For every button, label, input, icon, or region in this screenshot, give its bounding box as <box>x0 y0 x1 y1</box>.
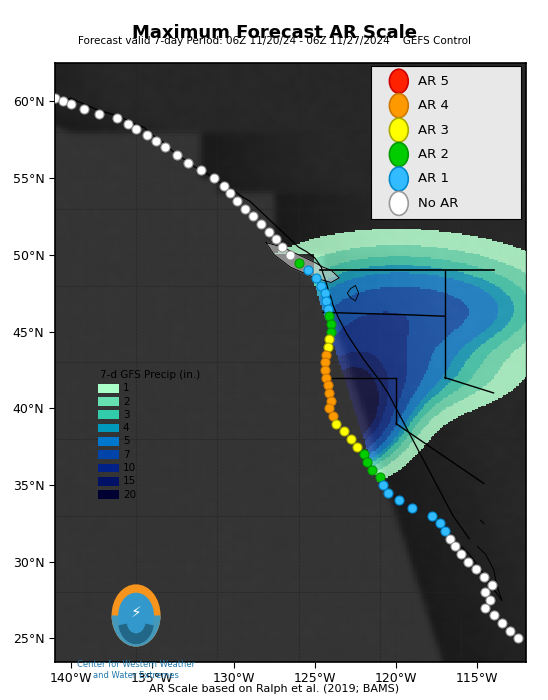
Text: 2: 2 <box>123 397 129 407</box>
Text: 10: 10 <box>123 463 136 473</box>
Text: 20: 20 <box>123 490 136 500</box>
Text: 5: 5 <box>123 437 129 447</box>
Bar <box>98 490 119 499</box>
Circle shape <box>112 584 161 647</box>
Polygon shape <box>266 243 339 283</box>
Bar <box>98 384 119 393</box>
Text: AR 4: AR 4 <box>418 99 449 112</box>
Circle shape <box>118 593 154 638</box>
Bar <box>98 477 119 486</box>
Text: AR 3: AR 3 <box>418 124 449 136</box>
Text: Center for Western Weather
and Water Extremes: Center for Western Weather and Water Ext… <box>77 660 195 680</box>
Text: 4: 4 <box>123 424 129 433</box>
Text: ⚡: ⚡ <box>130 605 141 620</box>
Text: 7-d GFS Precip (in.): 7-d GFS Precip (in.) <box>100 370 201 380</box>
Text: AR Scale based on Ralph et al. (2019; BAMS): AR Scale based on Ralph et al. (2019; BA… <box>149 685 399 694</box>
FancyBboxPatch shape <box>370 66 521 218</box>
Circle shape <box>390 118 408 142</box>
Bar <box>98 397 119 406</box>
Bar <box>98 410 119 419</box>
Text: No AR: No AR <box>418 197 458 210</box>
Text: Maximum Forecast AR Scale: Maximum Forecast AR Scale <box>132 25 416 43</box>
Text: 1: 1 <box>123 384 129 393</box>
Wedge shape <box>112 615 161 647</box>
Circle shape <box>390 143 408 167</box>
Circle shape <box>390 167 408 191</box>
Text: AR 2: AR 2 <box>418 148 449 161</box>
Circle shape <box>390 191 408 216</box>
Text: Forecast valid 7-day Period: 06Z 11/20/24 - 06Z 11/27/2024    GEFS Control: Forecast valid 7-day Period: 06Z 11/20/2… <box>77 36 471 46</box>
Text: AR 5: AR 5 <box>418 75 449 88</box>
Circle shape <box>390 94 408 118</box>
Bar <box>98 424 119 433</box>
Wedge shape <box>118 624 153 644</box>
Bar <box>98 463 119 473</box>
Text: 3: 3 <box>123 410 129 420</box>
Text: 7: 7 <box>123 450 129 460</box>
Bar <box>98 450 119 459</box>
Text: 15: 15 <box>123 477 136 486</box>
Bar <box>98 437 119 446</box>
Circle shape <box>390 69 408 93</box>
Text: AR 1: AR 1 <box>418 172 449 186</box>
